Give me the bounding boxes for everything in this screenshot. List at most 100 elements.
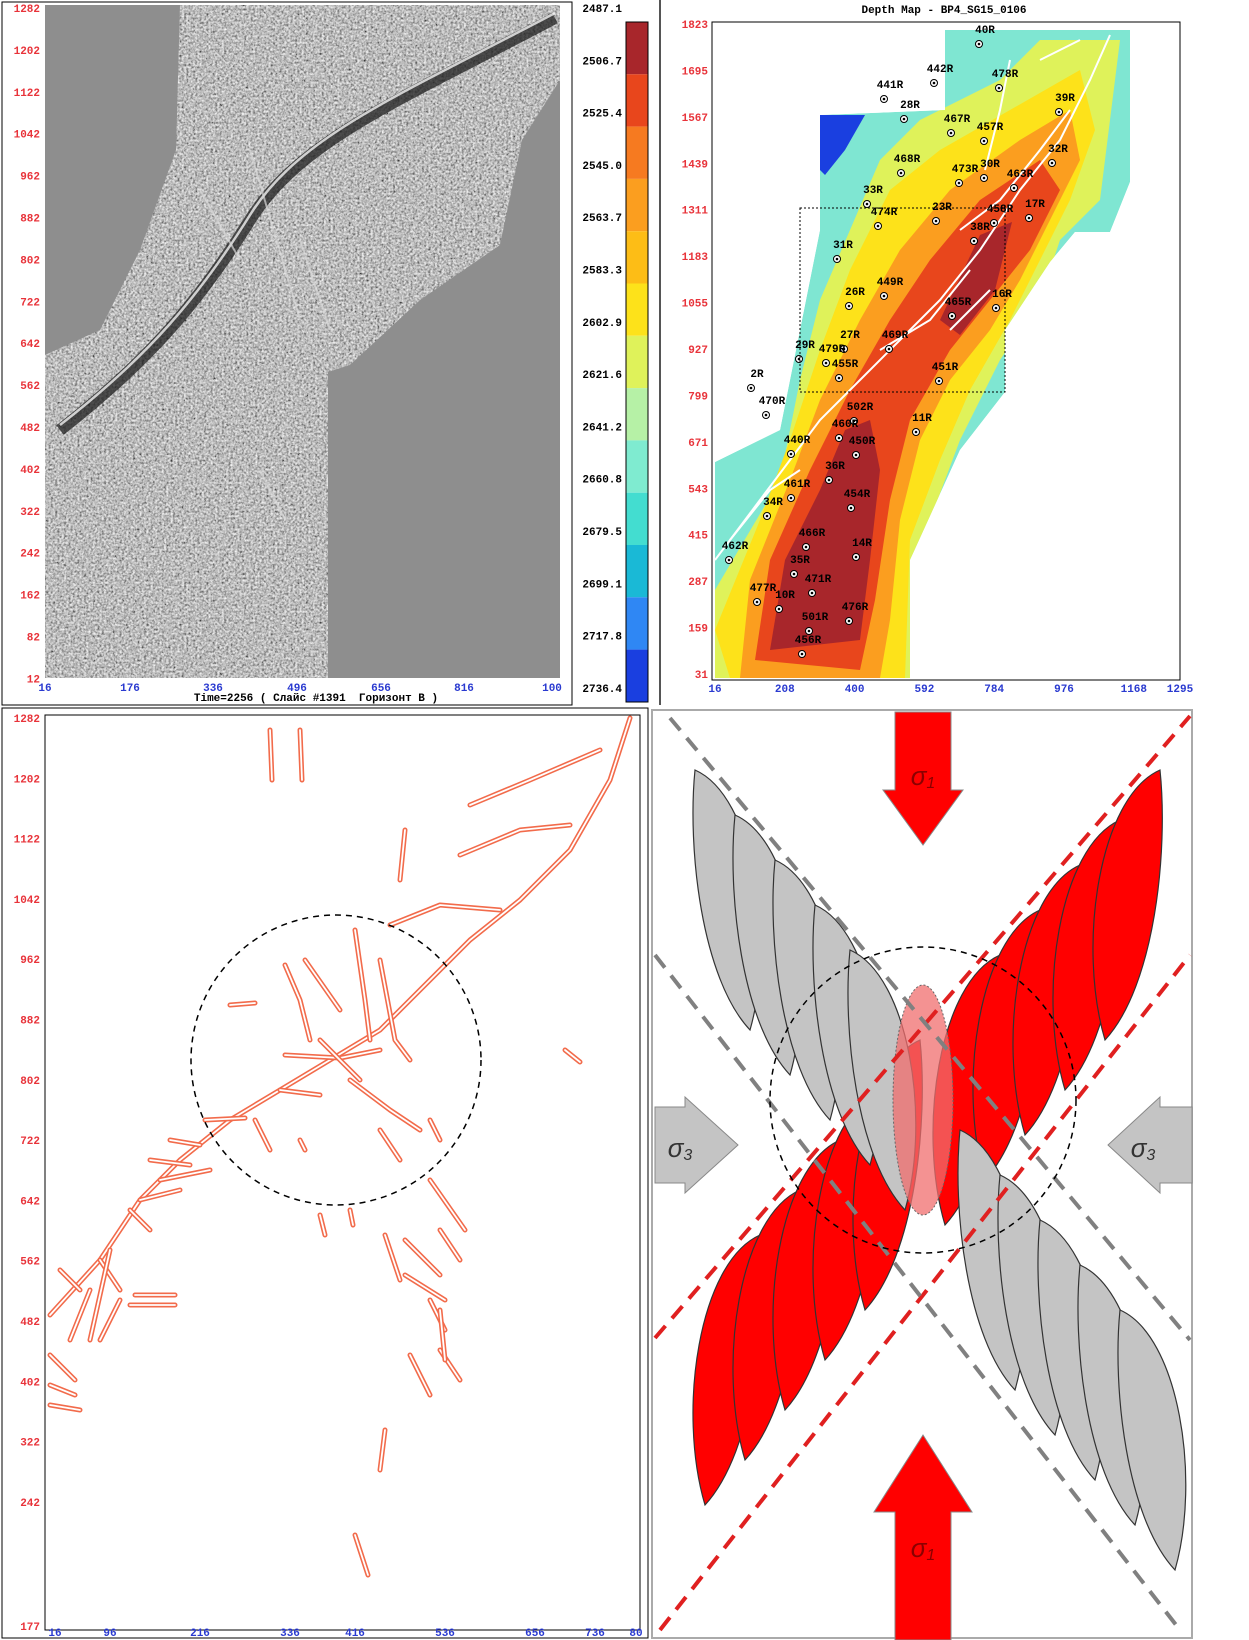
fault-trace-core (349, 1209, 354, 1226)
x-tick-label: 656 (371, 683, 391, 695)
x-tick-label: 816 (454, 683, 474, 695)
fault-trace-core (269, 729, 273, 781)
colorbar-label: 2563.7 (582, 213, 622, 225)
x-tick-label: 536 (435, 1628, 455, 1640)
y-tick-label: 1042 (14, 130, 40, 142)
x-tick-label: 208 (775, 684, 795, 696)
fault-trace-core (204, 1117, 246, 1121)
well-label: 442R (927, 64, 954, 76)
well-dot (854, 555, 858, 559)
y-tick-label: 287 (688, 577, 708, 589)
fault-trace-core (99, 1299, 121, 1341)
stress-symbol: σ (668, 1133, 685, 1163)
fault-trace-core (229, 1002, 256, 1006)
well-label: 476R (842, 602, 869, 614)
fault-trace-core (284, 964, 311, 1041)
x-tick-label: 1295 (1167, 684, 1194, 696)
y-tick-label: 402 (20, 1377, 40, 1389)
y-tick-label: 1311 (682, 206, 709, 218)
y-tick-label: 1183 (682, 252, 709, 264)
fault-trace-core (429, 1119, 441, 1141)
fault-trace-core (149, 1159, 191, 1166)
fault-trace-core (169, 1139, 201, 1146)
colorbar-label: 2487.1 (582, 4, 622, 16)
y-tick-label: 322 (20, 1438, 40, 1450)
well-label: 469R (882, 330, 909, 342)
well-dot (982, 139, 986, 143)
well-label: 449R (877, 277, 904, 289)
overlap-zone (892, 984, 954, 1216)
well-dot (800, 652, 804, 656)
stress-label: σ3 (668, 1133, 693, 1164)
x-tick-label: 784 (984, 684, 1004, 696)
y-tick-label: 962 (20, 955, 40, 967)
well-dot (972, 239, 976, 243)
colorbar-band (626, 283, 648, 336)
well-dot (804, 545, 808, 549)
y-tick-label: 642 (20, 1196, 40, 1208)
shear-line (658, 953, 1192, 1632)
depth-fault (715, 34, 1111, 561)
fault-trace-core (379, 959, 411, 1061)
y-tick-label: 722 (20, 1136, 40, 1148)
stress-symbol: σ (911, 761, 928, 791)
fault-trace-core (49, 717, 631, 1316)
stress-symbol: σ (911, 1533, 928, 1563)
well-dot (854, 453, 858, 457)
y-tick-label: 562 (20, 1257, 40, 1269)
y-tick-label: 402 (20, 465, 40, 477)
colorbar-band (626, 597, 648, 650)
well-dot (727, 558, 731, 562)
y-tick-label: 927 (688, 345, 708, 357)
colorbar-label: 2736.4 (582, 684, 622, 696)
fault-trace-core (439, 1229, 461, 1261)
stress-arrow (882, 711, 964, 846)
colorbar-label: 2660.8 (582, 475, 622, 487)
stress-label: σ1 (911, 761, 936, 792)
well-dot (842, 347, 846, 351)
stress-subscript: 1 (926, 1547, 935, 1564)
well-label: 441R (877, 80, 904, 92)
y-tick-label: 242 (20, 1498, 40, 1510)
well-dot (887, 347, 891, 351)
seismic-fault-zone (56, 12, 558, 435)
well-label: 11R (912, 413, 932, 425)
fault-trace-core (429, 1179, 466, 1231)
fault-trace-core (399, 829, 406, 881)
well-dot (982, 176, 986, 180)
well-label: 36R (825, 461, 845, 473)
fault-trace-core (409, 1354, 431, 1396)
well-label: 474R (871, 207, 898, 219)
well-label: 440R (784, 435, 811, 447)
y-tick-label: 322 (20, 507, 40, 519)
y-tick-label: 31 (695, 670, 709, 682)
x-tick-label: 16 (48, 1628, 61, 1640)
well-dot (950, 314, 954, 318)
well-dot (847, 619, 851, 623)
well-dot (949, 131, 953, 135)
fault-trace-core (379, 1129, 401, 1161)
y-tick-label: 1439 (682, 159, 708, 171)
y-tick-label: 1202 (14, 46, 40, 58)
y-tick-label: 799 (688, 391, 708, 403)
colorbar-label: 2679.5 (582, 527, 622, 539)
fault-trace-core (404, 1239, 441, 1276)
stress-arrow (654, 1095, 739, 1195)
fault-traces (47, 715, 633, 1578)
colorbar-label: 2602.9 (582, 318, 622, 330)
fault-trace-core (139, 1189, 181, 1201)
fault-trace-core (299, 729, 303, 781)
well-label: 457R (977, 122, 1004, 134)
fault-trace-core (254, 1119, 271, 1151)
well-dot (914, 430, 918, 434)
well-label: 502R (847, 402, 874, 414)
well-label: 32R (1048, 144, 1068, 156)
fault-map-frame (44, 714, 641, 1631)
y-tick-label: 882 (20, 1016, 40, 1028)
fault-trace-core (319, 1214, 326, 1236)
y-tick-label: 642 (20, 339, 40, 351)
colorbar-band (626, 74, 648, 127)
well-label: 26R (845, 287, 865, 299)
